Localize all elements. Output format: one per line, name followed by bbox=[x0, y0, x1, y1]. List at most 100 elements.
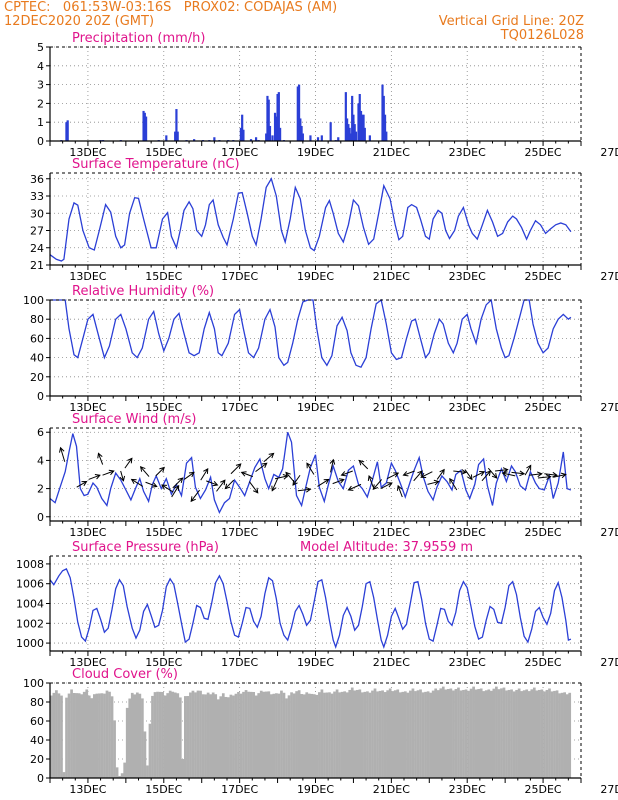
cloud-cover-bar bbox=[520, 691, 524, 778]
cloud-cover-bar bbox=[330, 693, 334, 778]
wind-arrow bbox=[274, 474, 289, 480]
precip-bar bbox=[347, 124, 350, 141]
precip-bar bbox=[241, 114, 244, 141]
cloud-cover-bar bbox=[469, 688, 473, 778]
y-tick-label: 60 bbox=[30, 332, 44, 345]
cloud-cover-bar bbox=[110, 696, 114, 778]
wind-arrow-head bbox=[108, 469, 115, 476]
cloud-cover-bar bbox=[173, 692, 177, 778]
wind-arrow bbox=[358, 459, 369, 470]
cloud-cover-bar bbox=[383, 692, 387, 778]
temperature-line bbox=[49, 177, 572, 262]
cloud-cover-bar bbox=[497, 689, 501, 778]
cloud-cover-bar bbox=[239, 693, 243, 778]
cloud-cover-bar bbox=[401, 691, 405, 778]
wind-arrow-shaft bbox=[494, 469, 508, 472]
wind-arrow-head bbox=[552, 471, 558, 478]
cloud-cover-bar bbox=[381, 690, 384, 778]
cloud-cover-bar bbox=[65, 697, 68, 778]
cloud-cover-bar bbox=[143, 731, 147, 778]
cloud-cover-bar bbox=[191, 690, 195, 778]
cloud-cover-bar bbox=[98, 693, 101, 778]
wind-arrow-shaft bbox=[60, 447, 66, 462]
cloud-cover-bar bbox=[113, 720, 116, 778]
wind-arrow bbox=[553, 472, 567, 479]
cloud-cover-bar bbox=[219, 696, 223, 778]
cloud-cover-bar bbox=[312, 694, 316, 778]
wind-arrow-head bbox=[305, 486, 312, 493]
humidity-title: Relative Humidity (%) bbox=[72, 284, 214, 299]
wind-arrow-shaft bbox=[358, 460, 369, 470]
x-tick-label: 25DEC bbox=[525, 783, 562, 796]
cloud-cover-bar bbox=[138, 693, 142, 778]
cloud-cover-bar bbox=[424, 691, 427, 778]
cloud-cover-bar bbox=[158, 691, 162, 778]
wind-arrow-shaft bbox=[420, 471, 433, 478]
precip-bar bbox=[273, 112, 277, 141]
precip-bar bbox=[275, 116, 278, 141]
x-tick-label: 27DEC bbox=[600, 401, 618, 414]
cloud-cover-bar bbox=[371, 690, 374, 778]
cloud-cover-bar bbox=[515, 689, 518, 778]
precip-bar bbox=[320, 135, 323, 141]
wind-arrow bbox=[367, 474, 374, 488]
cloud-cover-bar bbox=[538, 689, 541, 778]
y-tick-label: 1000 bbox=[16, 637, 44, 650]
wind-arrow-head bbox=[261, 462, 268, 469]
wind-arrow-head bbox=[151, 482, 158, 488]
cloud-cover-bar bbox=[90, 698, 94, 778]
cloud-cover-bar bbox=[141, 698, 144, 778]
cloud-cover-bar bbox=[302, 694, 306, 778]
precip-bar bbox=[144, 116, 148, 141]
wind-arrow-head bbox=[402, 471, 409, 477]
cloud-cover-title: Cloud Cover (%) bbox=[72, 667, 178, 682]
precipitation-panel: 0 1 2 3 4 5 13DEC 15DEC 17DEC 19DEC 21DEC 23DEC 25DE… bbox=[37, 31, 618, 159]
precip-bar bbox=[266, 95, 269, 141]
cloud-cover-bar bbox=[199, 690, 202, 778]
cloud-cover-bar bbox=[80, 694, 84, 778]
cloud-cover-bar bbox=[62, 772, 66, 778]
y-tick-label: 0 bbox=[37, 511, 44, 524]
precip-bar bbox=[316, 137, 320, 141]
wind-arrow-head bbox=[94, 474, 101, 480]
cloud-cover-bar bbox=[108, 691, 111, 778]
cloud-cover-bar bbox=[391, 691, 395, 778]
cloud-cover-bar bbox=[553, 690, 556, 778]
wind-arrow bbox=[413, 470, 423, 482]
cloud-cover-bar bbox=[452, 690, 455, 778]
wind-arrow-head bbox=[323, 478, 330, 485]
y-tick-label: 1008 bbox=[16, 558, 44, 571]
wind-arrow-head bbox=[240, 471, 247, 477]
wind-arrow-shaft bbox=[98, 453, 104, 465]
precip-bar bbox=[348, 127, 351, 141]
wind-arrow-shaft bbox=[171, 485, 180, 498]
precip-bar bbox=[301, 133, 304, 141]
cloud-cover-bar bbox=[421, 692, 425, 778]
wind-arrow-head bbox=[329, 458, 336, 465]
precip-bar bbox=[249, 139, 253, 141]
cloud-cover-bar bbox=[282, 692, 286, 778]
y-tick-label: 0 bbox=[37, 772, 44, 785]
wind-arrow-shaft bbox=[297, 488, 311, 492]
x-tick-label: 27DEC bbox=[600, 783, 618, 796]
cloud-cover-bar bbox=[295, 691, 298, 778]
pressure-title: Surface Pressure (hPa) bbox=[72, 540, 219, 555]
wind-arrow-shaft bbox=[380, 482, 393, 490]
cloud-cover-bar bbox=[323, 692, 326, 778]
wind-arrow bbox=[240, 471, 254, 478]
cloud-cover-bar bbox=[196, 690, 200, 778]
wind-arrow-shaft bbox=[161, 484, 174, 493]
wind-arrow bbox=[402, 470, 415, 477]
wind-arrow bbox=[453, 469, 467, 475]
cloud-cover-bar bbox=[307, 693, 311, 778]
wind-arrow-head bbox=[367, 474, 374, 481]
x-tick-label: 19DEC bbox=[297, 783, 334, 796]
cloud-cover-bar bbox=[393, 690, 397, 778]
y-tick-label: 3 bbox=[37, 79, 44, 92]
wind-arrow bbox=[139, 465, 150, 477]
wind-arrow-head bbox=[306, 462, 312, 469]
wind-arrow-shaft bbox=[348, 483, 362, 491]
cloud-cover-bar bbox=[209, 694, 212, 778]
cloud-cover-bar bbox=[148, 723, 152, 778]
x-tick-label: 15DEC bbox=[145, 401, 182, 414]
